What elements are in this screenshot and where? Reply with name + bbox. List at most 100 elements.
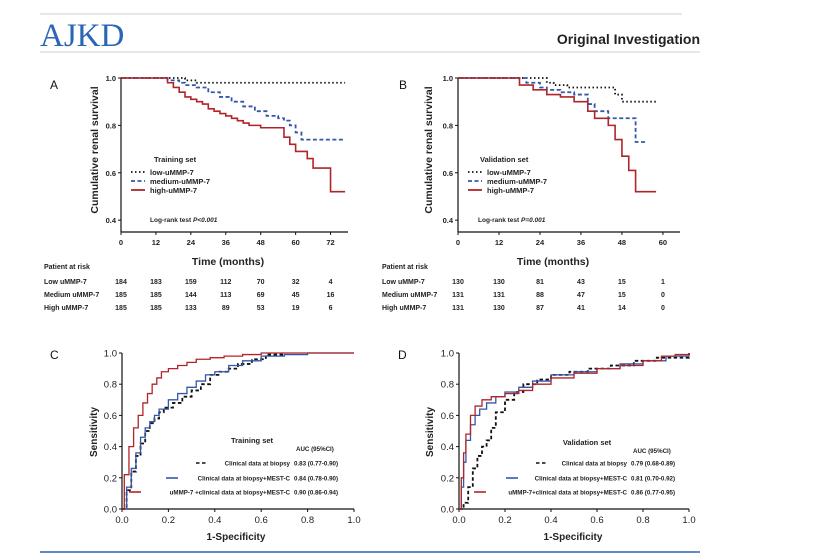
- roc-curve-1: [122, 353, 286, 510]
- risk-count: 43: [577, 279, 585, 286]
- panel-letter: A: [50, 78, 58, 92]
- risk-count: 130: [452, 279, 464, 286]
- risk-row-label: Low uMMP-7: [44, 279, 87, 286]
- risk-count: 69: [257, 292, 265, 299]
- y-axis-label: Sensitivity: [425, 407, 436, 457]
- risk-table: Low uMMP-7 184 183 159 112 70 32 4 Medium uMMP-7…: [44, 279, 335, 312]
- survival-curves: [121, 77, 346, 193]
- set-label: Validation set: [563, 438, 612, 447]
- y-tick-label: 1.0: [441, 349, 454, 360]
- panel-c-roc-training: C Sensitivity 1-Specificity Training set…: [50, 348, 361, 543]
- legend-auc: 0.79 (0.68-0.89): [631, 461, 675, 468]
- auc-header: AUC (95%CI): [633, 448, 671, 455]
- risk-count: 0: [661, 305, 665, 312]
- logrank-label: Log-rank test P<0.001: [150, 217, 218, 224]
- panel-letter: B: [399, 78, 407, 92]
- x-tick-label: 0.8: [301, 515, 314, 526]
- y-tick-label: 0.4: [104, 442, 117, 453]
- risk-row-label: High uMMP-7: [382, 305, 426, 312]
- risk-count: 0: [661, 292, 665, 299]
- y-axis-label: Cumulative renal survival: [89, 86, 101, 213]
- risk-row-label: Medium uMMP-7: [44, 292, 99, 299]
- y-tick-label: 0.2: [441, 473, 454, 484]
- x-tick-label: 48: [257, 238, 265, 247]
- roc-curves: [459, 353, 690, 510]
- set-label: Training set: [154, 155, 197, 164]
- legend-auc: 0.81 (0.70-0.92): [631, 476, 675, 483]
- legend-auc: 0.90 (0.86-0.94): [294, 490, 338, 497]
- legend-label: uMMP-7+clinical data at biopsy+MEST-C: [508, 490, 627, 497]
- auc-header: AUC (95%CI): [296, 446, 334, 453]
- x-tick-label: 36: [222, 238, 230, 247]
- risk-count: 185: [115, 305, 127, 312]
- survival-curves: [458, 77, 657, 193]
- axes: 0.0 0.2 0.4 0.6 0.8 1.0 0.0 0.2 0.4 0.6 0.8 1.0: [104, 349, 361, 527]
- risk-count: 112: [220, 279, 231, 286]
- risk-count: 130: [493, 305, 505, 312]
- legend-auc: 0.86 (0.77-0.95): [631, 490, 675, 497]
- y-tick-label: 0.0: [104, 505, 117, 516]
- legend-auc: 0.84 (0.78-0.90): [294, 476, 338, 483]
- legend-label: high-uMMP-7: [150, 186, 197, 195]
- risk-table: Low uMMP-7 130 130 81 43 15 1 Medium uMMP-7 131 1…: [382, 279, 665, 312]
- legend-label: low-uMMP-7: [150, 168, 194, 177]
- risk-count: 32: [292, 279, 300, 286]
- legend-label: Clinical data at biopsy: [562, 461, 628, 468]
- risk-count: 159: [185, 279, 197, 286]
- x-tick-label: 0.2: [162, 515, 175, 526]
- risk-count: 70: [257, 279, 265, 286]
- panel-letter: C: [50, 348, 59, 362]
- legend-label: medium-uMMP-7: [487, 177, 547, 186]
- x-tick-label: 48: [618, 238, 626, 247]
- panel-letter: D: [398, 348, 407, 362]
- risk-count: 88: [536, 292, 544, 299]
- x-tick-label: 0.2: [498, 515, 511, 526]
- series-line-high: [458, 77, 657, 193]
- y-axis-label: Cumulative renal survival: [423, 86, 435, 213]
- legend-label: Clinical data at biopsy+MEST-C: [535, 476, 628, 483]
- risk-count: 185: [115, 292, 127, 299]
- legend-label: medium-uMMP-7: [150, 177, 210, 186]
- legend-auc: 0.83 (0.77-0.90): [294, 461, 338, 468]
- x-tick-label: 24: [187, 238, 196, 247]
- risk-row-label: Low uMMP-7: [382, 279, 425, 286]
- risk-count: 131: [493, 292, 505, 299]
- axes: 0.0 0.2 0.4 0.6 0.8 1.0 0.0 0.2 0.4 0.6 0.8 1.0: [441, 349, 696, 527]
- axes: 1.0 0.8 0.6 0.4 0 12 24 36 48 60 72: [106, 74, 348, 247]
- legend-label: Clinical data at biopsy: [225, 461, 291, 468]
- axes: 1.0 0.8 0.6 0.4 0 12 24 36 48 60: [443, 74, 680, 247]
- y-tick-label: 0.6: [441, 411, 454, 422]
- risk-count: 81: [536, 279, 544, 286]
- set-label: Validation set: [480, 155, 529, 164]
- roc-curve-3: [459, 353, 690, 510]
- risk-count: 14: [618, 305, 626, 312]
- risk-count: 185: [150, 292, 162, 299]
- risk-count: 113: [220, 292, 231, 299]
- x-tick-label: 0: [456, 238, 460, 247]
- risk-table-title: Patient at risk: [382, 264, 428, 271]
- risk-count: 130: [493, 279, 505, 286]
- x-axis-label: Time (months): [192, 256, 264, 268]
- risk-row-label: High uMMP-7: [44, 305, 88, 312]
- legend-label: low-uMMP-7: [487, 168, 531, 177]
- risk-table-title: Patient at risk: [44, 264, 90, 271]
- risk-count: 4: [329, 279, 333, 286]
- x-tick-label: 24: [536, 238, 545, 247]
- y-tick-label: 0.8: [441, 380, 454, 391]
- y-axis-label: Sensitivity: [89, 407, 100, 457]
- risk-count: 1: [661, 279, 665, 286]
- risk-count: 45: [292, 292, 300, 299]
- x-tick-label: 0.6: [590, 515, 603, 526]
- y-tick-label: 0.6: [104, 411, 117, 422]
- risk-count: 183: [150, 279, 162, 286]
- x-axis-label: 1-Specificity: [207, 532, 266, 543]
- risk-count: 16: [327, 292, 335, 299]
- x-tick-label: 0.0: [115, 515, 128, 526]
- panel-a-survival-training: A Cumulative renal survival Time (months…: [44, 74, 348, 312]
- y-tick-label: 1.0: [106, 74, 116, 83]
- series-line-low: [458, 77, 657, 103]
- x-tick-label: 0.6: [255, 515, 268, 526]
- roc-curve-3: [122, 352, 354, 510]
